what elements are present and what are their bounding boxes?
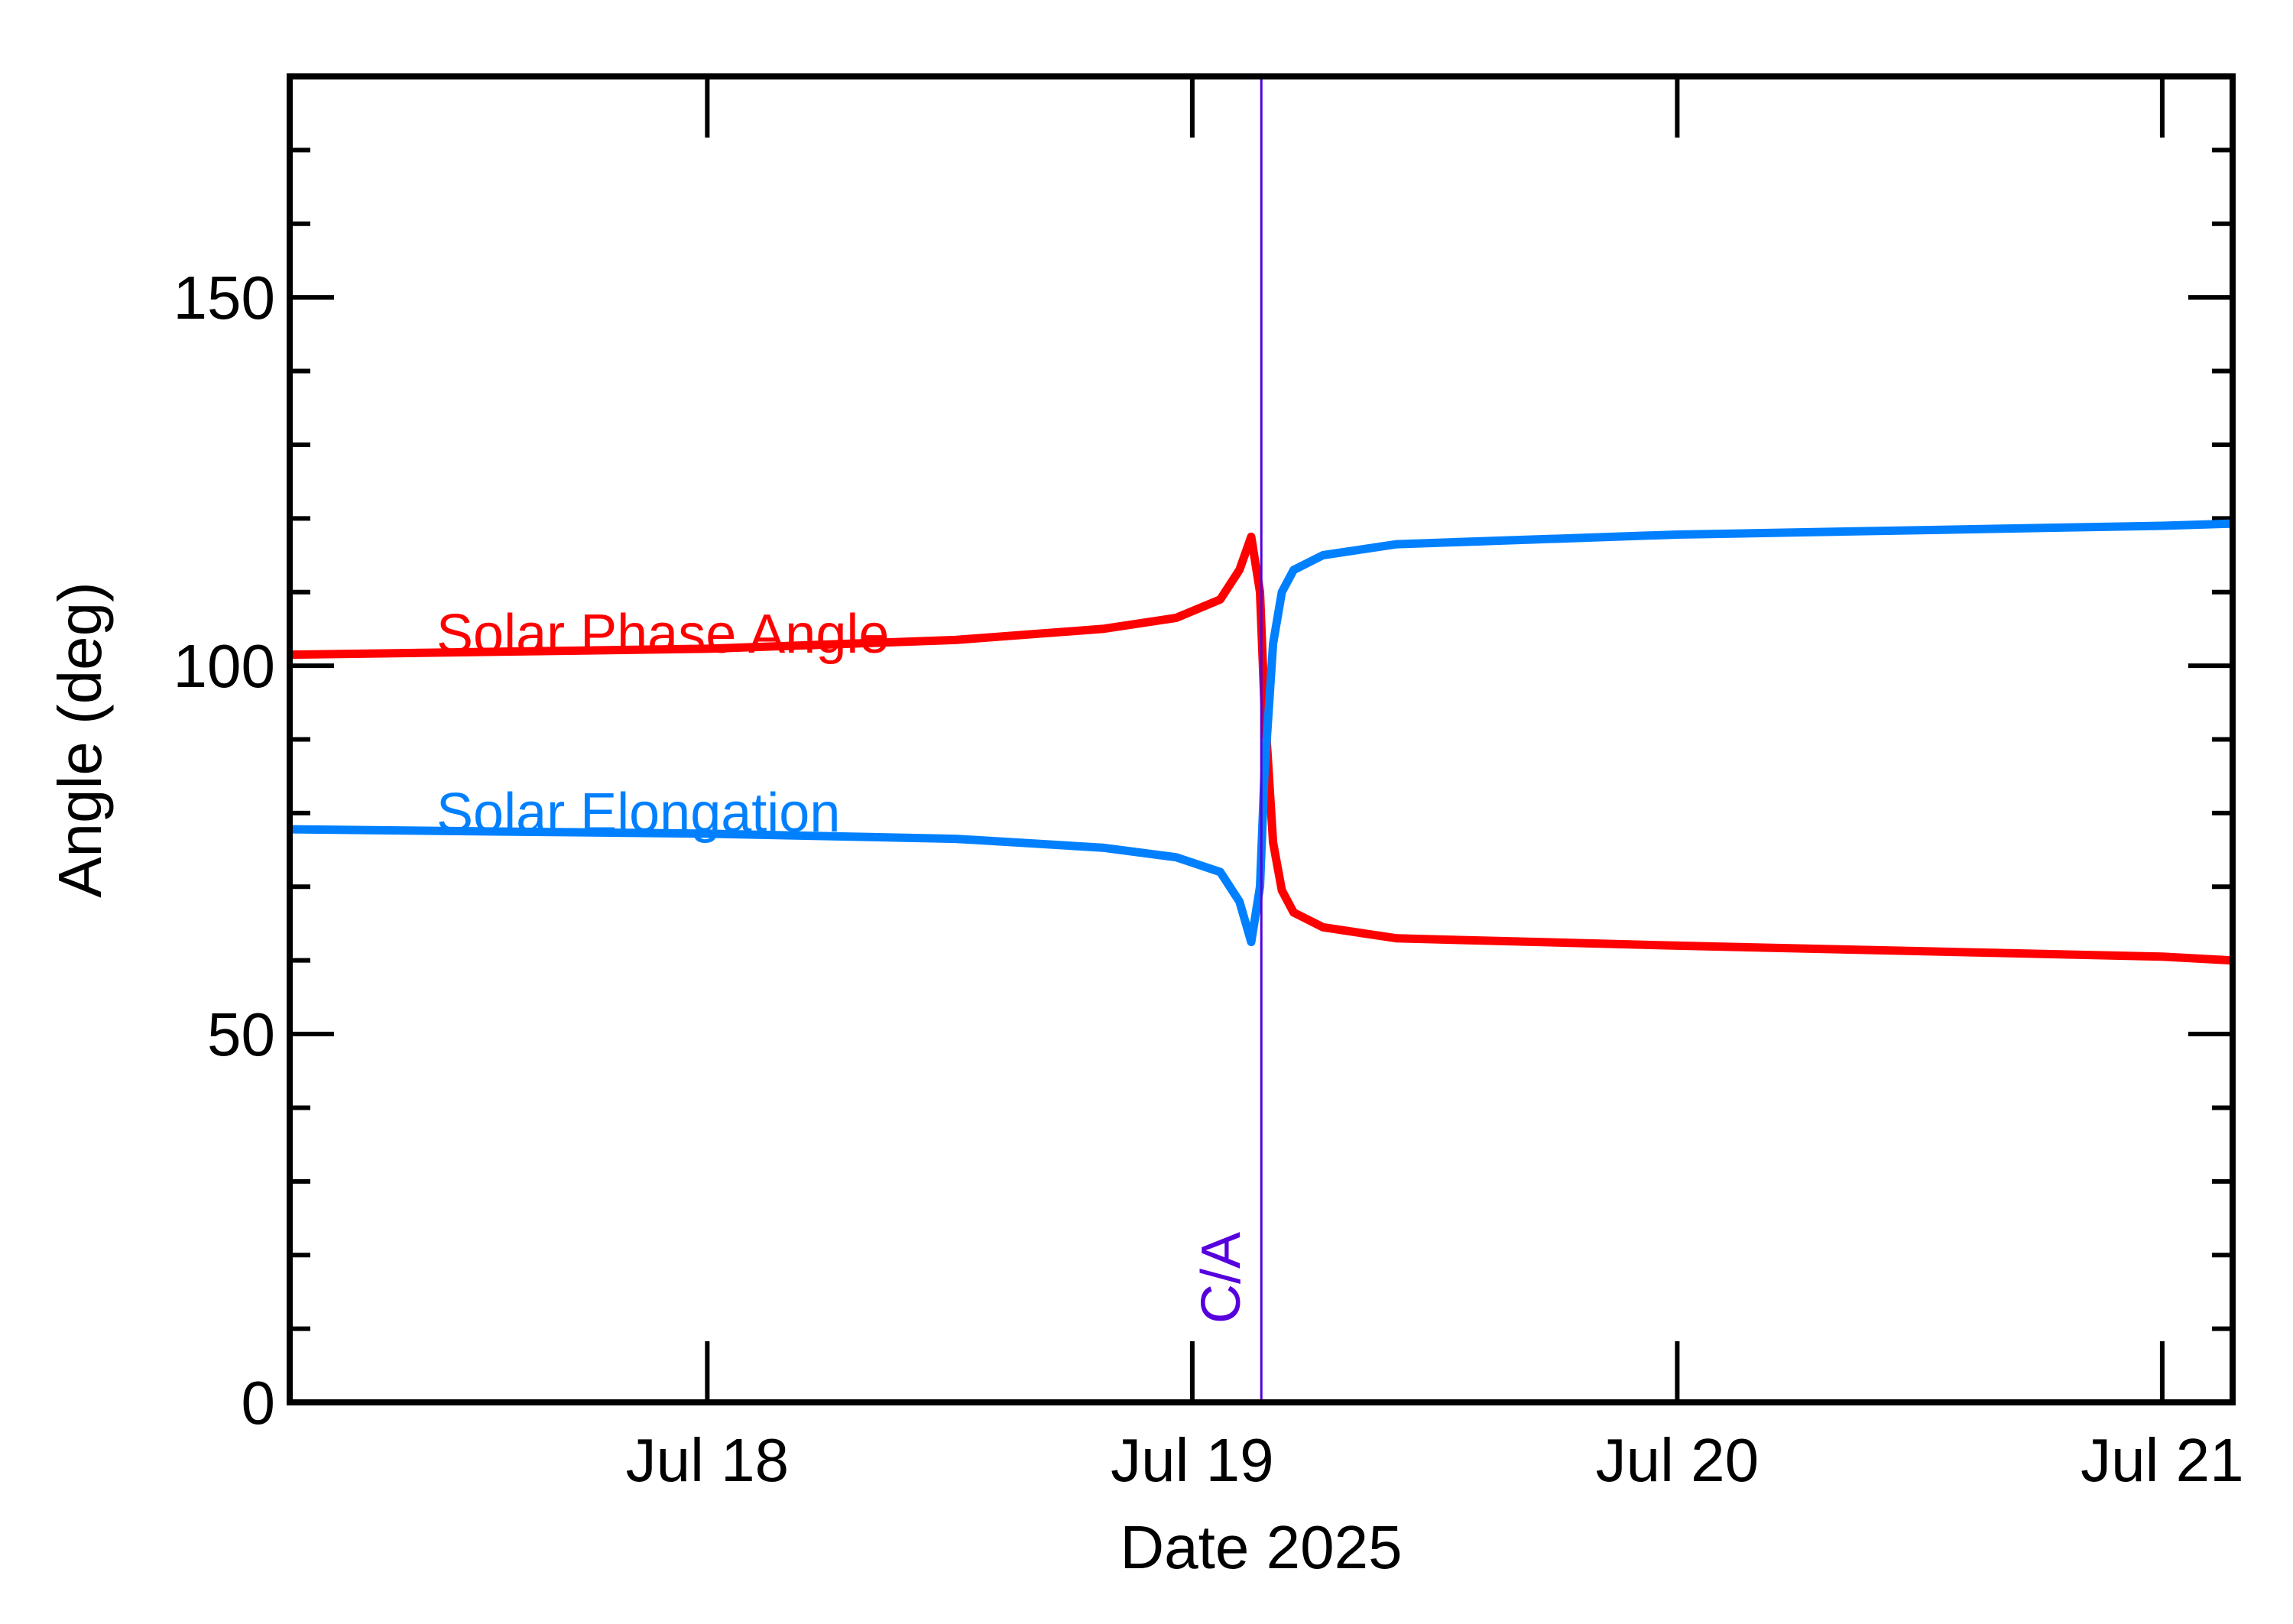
series-label-phase-angle: Solar Phase Angle <box>436 604 889 665</box>
x-axis-title: Date 2025 <box>1120 1513 1402 1581</box>
y-tick-label: 150 <box>174 264 275 332</box>
y-axis-title: Angle (deg) <box>46 582 114 898</box>
axis-ticks: 0 50 100 150 Jul 18 Jul 19 Jul 20 Jul 21 <box>174 74 2244 1494</box>
y-tick-label: 100 <box>174 632 275 700</box>
x-tick-label: Jul 20 <box>1596 1426 1759 1494</box>
series-label-elongation: Solar Elongation <box>436 783 840 844</box>
plot-frame <box>287 73 2236 1405</box>
x-tick-label: Jul 18 <box>626 1426 789 1494</box>
x-tick-label: Jul 19 <box>1111 1426 1273 1494</box>
y-tick-label: 0 <box>242 1369 276 1437</box>
x-tick-label: Jul 21 <box>2081 1426 2243 1494</box>
closest-approach-label: C/A <box>1191 1232 1252 1324</box>
y-tick-label: 50 <box>207 1000 275 1068</box>
